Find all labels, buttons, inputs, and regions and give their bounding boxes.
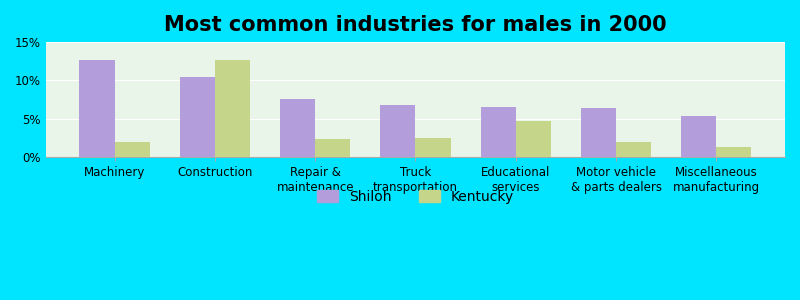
Bar (280, 99, 315, 157)
Bar (716, 147, 751, 157)
Bar (616, 142, 651, 157)
Bar (79, 60, 114, 157)
Bar (380, 105, 415, 157)
Legend: Shiloh, Kentucky: Shiloh, Kentucky (311, 184, 520, 209)
Bar (581, 108, 616, 157)
Bar (481, 107, 516, 157)
Bar (681, 116, 716, 157)
Bar (415, 139, 450, 157)
Bar (114, 142, 150, 157)
Bar (315, 139, 350, 157)
Bar (180, 76, 215, 157)
Bar (516, 121, 551, 157)
Title: Most common industries for males in 2000: Most common industries for males in 2000 (164, 15, 666, 35)
Bar (215, 61, 250, 157)
